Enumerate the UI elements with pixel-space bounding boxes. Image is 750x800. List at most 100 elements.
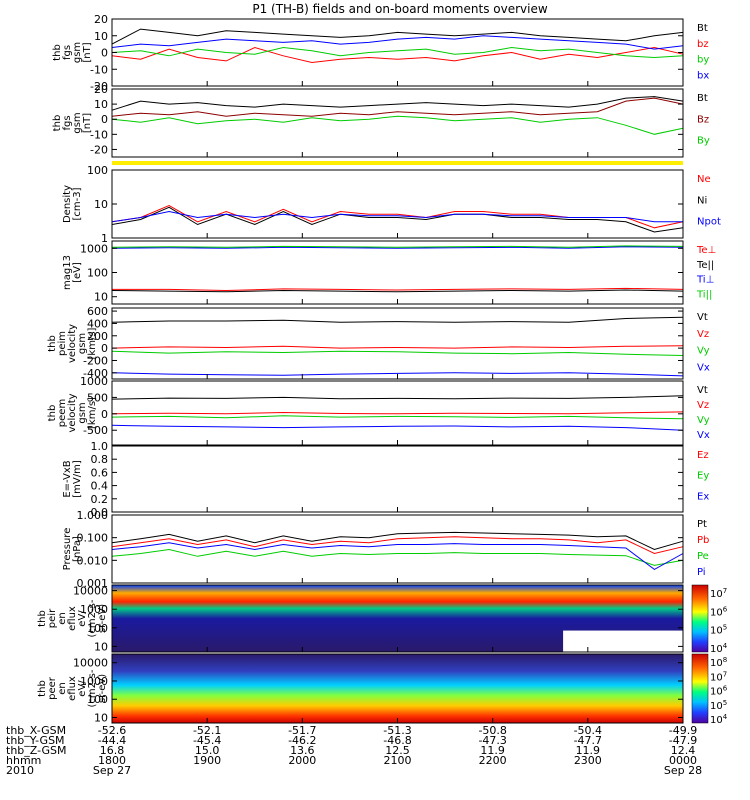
x-axis-value: 12.4 <box>671 744 696 757</box>
series-line-Vx <box>111 424 684 431</box>
legend-entry: Vz <box>697 400 709 411</box>
y-axis-label: (cm2-s- <box>87 669 98 707</box>
y-tick-label: 0 <box>101 47 108 60</box>
legend-entry: Pe <box>697 551 709 562</box>
y-axis-label: gsm <box>77 402 88 423</box>
y-tick-label: 20 <box>94 13 108 26</box>
series-line-Pt <box>111 531 684 551</box>
x-axis-row-label: hhmm <box>6 754 41 767</box>
legend-entry: Pb <box>697 535 709 546</box>
colorbar <box>691 584 709 653</box>
x-axis-value: -47.9 <box>669 734 697 747</box>
x-axis-value: 11.9 <box>480 744 505 757</box>
y-tick-label: 100 <box>87 164 108 177</box>
y-tick-label: 0.2 <box>91 493 109 506</box>
y-axis-label: (cm2-s- <box>87 599 98 637</box>
series-line-Vz <box>111 345 684 349</box>
y-tick-label: 10000 <box>73 657 108 670</box>
y-tick-label: 1000 <box>80 375 108 388</box>
y-axis-label: thb <box>37 680 48 697</box>
spectrogram-data-gap <box>563 630 683 652</box>
series-line-bx <box>111 35 684 50</box>
y-axis-label: en <box>57 612 68 625</box>
x-axis-value: -45.4 <box>193 734 221 747</box>
series-line-Bt <box>111 96 684 111</box>
y-tick-label: 100 <box>87 267 108 280</box>
y-axis-label: Density <box>62 185 73 223</box>
x-axis-value: 2000 <box>288 754 316 767</box>
legend-entry: Ti⊥ <box>696 275 714 286</box>
x-axis-value: 2300 <box>574 754 602 767</box>
y-tick-label: 10 <box>94 712 108 725</box>
y-tick-label: -10 <box>90 128 108 141</box>
y-tick-label: 500 <box>87 391 108 404</box>
panel-frame <box>111 514 684 584</box>
x-axis-value: -52.6 <box>98 724 126 737</box>
y-tick-label: 1.000 <box>77 509 109 522</box>
colorbar-tick-label: 108 <box>710 656 727 669</box>
y-axis-label: peem <box>57 399 68 427</box>
y-tick-label: 100 <box>87 622 108 635</box>
series-line-bz <box>111 46 684 64</box>
x-axis-value: Sep 28 <box>664 764 702 777</box>
series-line-Pe <box>111 548 684 566</box>
x-axis-value: 2100 <box>384 754 412 767</box>
y-axis-label: eflux <box>67 606 78 631</box>
legend-entry: Vx <box>697 362 710 373</box>
colorbar-tick-label: 106 <box>710 685 728 698</box>
y-tick-label: 1000 <box>80 603 108 616</box>
y-axis-label: gsm <box>77 333 88 354</box>
series-line-Vy <box>111 350 684 356</box>
y-tick-label: 10 <box>94 198 108 211</box>
series-line-Ti|| <box>111 245 684 248</box>
y-tick-label: 600 <box>87 305 108 318</box>
series-line-Ni <box>111 206 684 233</box>
colorbar-tick-label: 107 <box>710 587 727 600</box>
legend-entry: Vt <box>697 385 708 396</box>
legend-entry: Ne <box>697 174 711 185</box>
y-tick-label: -20 <box>90 143 108 156</box>
y-tick-label: -500 <box>83 424 108 437</box>
panel-fgs_gsm_sw: Bt Bz By -20 -10 0 10 20 thb fgs gsm [nT] <box>52 83 710 158</box>
y-axis-label: gsm <box>72 42 83 63</box>
y-axis-label: [nT] <box>82 113 93 133</box>
panel-peem_velocity: Vt Vz Vy Vx -500 0 500 1000 thb peem velocity gsm [k… <box>47 375 710 446</box>
y-tick-label: 0 <box>101 342 108 355</box>
legend-entry: Ey <box>697 471 709 482</box>
y-tick-label: 1000 <box>80 242 108 255</box>
x-axis-value: Sep 27 <box>93 764 131 777</box>
y-tick-label: 0 <box>101 113 108 126</box>
y-axis-label: velocity <box>67 393 78 432</box>
series-line-Vz <box>111 411 684 415</box>
legend-entry: By <box>697 136 710 147</box>
y-axis-label: [km/s] <box>87 327 98 359</box>
y-tick-label: 400 <box>87 317 108 330</box>
series-line-Vy <box>111 415 684 420</box>
colorbar-tick-label: 105 <box>710 624 727 637</box>
colorbar-tick-label: 106 <box>710 605 728 618</box>
legend-entry: Ti|| <box>696 289 712 300</box>
legend-entry: Bt <box>697 23 708 34</box>
x-axis-value: -47.3 <box>478 734 506 747</box>
panel-peir_eflux: 107 106 105 104 10 100 1000 10000 thb peir en eflux… <box>37 584 728 655</box>
series-line-Pi <box>111 542 684 570</box>
colorbar-tick-label: 105 <box>710 699 727 712</box>
x-axis-value: -44.4 <box>98 734 126 747</box>
y-tick-label: -400 <box>83 367 108 380</box>
panel-temperature: Te⊥ Te|| Ti⊥ Ti|| 10 100 1000 mag13 [eV] <box>62 240 716 305</box>
legend-entry: Ex <box>697 491 709 502</box>
x-axis-value: 0000 <box>669 754 697 767</box>
y-tick-label: -200 <box>83 354 108 367</box>
legend-entry: Vx <box>697 430 710 441</box>
legend-entry: bz <box>697 39 709 50</box>
legend-entry: by <box>697 55 709 66</box>
x-axis-value: -46.8 <box>383 734 411 747</box>
x-axis-value: 13.6 <box>290 744 315 757</box>
y-axis-label: fgs <box>62 115 73 130</box>
y-axis-label: [km/s] <box>87 397 98 429</box>
x-axis-row-label: thb_X-GSM <box>6 724 66 737</box>
y-axis-label: en <box>57 682 68 695</box>
x-axis-value: -51.7 <box>288 724 316 737</box>
series-line-Te|| <box>111 289 684 293</box>
